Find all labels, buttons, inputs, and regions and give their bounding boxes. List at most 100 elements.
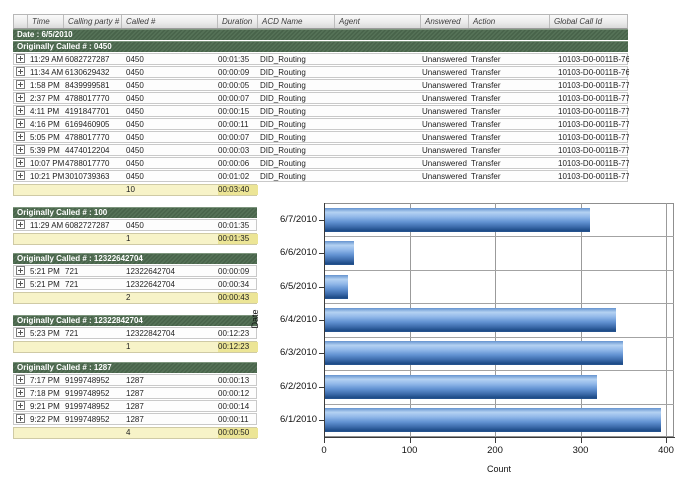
chart-y-tick [319,320,324,321]
chart-y-tick [319,420,324,422]
column-header-agent-cell[interactable]: Agent [335,15,421,28]
summary-spacer [28,234,64,244]
chart-bar [325,374,597,399]
called-cell: 0450 [126,93,144,103]
summary-spacer [64,185,122,195]
group-table: Originally Called # : 12322842704 5:23 PM… [13,315,258,353]
duration-cell: 00:00:06 [218,158,250,168]
summary-total-duration: 00:00:50 [218,428,258,438]
global-call-id-cell: 10103-D0-0011B-771 [558,93,629,103]
calling-party-cell: 4191847701 [65,106,110,116]
expand-cell [14,80,28,91]
summary-spacer [14,342,28,352]
expand-icon[interactable] [16,67,25,76]
expand-cell [14,93,28,104]
expand-icon[interactable] [16,80,25,89]
column-header-duration-cell[interactable]: Duration [218,15,258,28]
column-header-global-call-id-cell[interactable]: Global Call Id [554,17,603,26]
column-header-called-cell[interactable]: Called # [122,15,218,28]
expand-icon[interactable] [16,171,25,180]
summary-call-count: 2 [126,293,131,302]
expand-column-header[interactable] [14,15,28,28]
acd-name-cell: DID_Routing [260,54,306,64]
expand-icon[interactable] [16,328,25,337]
summary-spacer [28,342,64,352]
expand-cell [14,328,28,339]
duration-cell: 00:00:05 [218,80,250,90]
global-call-id-cell: 10103-D0-0011B-77E [558,158,629,168]
expand-icon[interactable] [16,414,25,423]
expand-icon[interactable] [16,158,25,167]
answered-cell: Unanswered [422,67,467,77]
agent-cell [335,55,421,65]
summary-spacer [64,342,122,352]
called-cell: 1287 [126,388,144,398]
expand-cell [14,171,28,182]
chart-y-tick-label: 6/4/2010 [280,314,317,325]
summary-spacer [28,185,64,195]
column-header-answered-cell[interactable]: Answered [421,15,469,28]
group-summary-row: 10 00:03:40 [13,184,258,196]
expand-icon[interactable] [16,279,25,288]
expand-cell [14,106,28,117]
time-cell: 5:21 PM [30,279,60,289]
summary-spacer [14,185,28,195]
duration-cell: 00:00:03 [218,145,250,155]
expand-icon[interactable] [16,375,25,384]
column-header-calling-party-cell[interactable]: Calling party # [64,15,122,28]
expand-icon[interactable] [16,388,25,397]
answered-cell: Unanswered [422,145,467,155]
acd-name-cell: DID_Routing [260,80,306,90]
time-cell: 7:17 PM [30,375,60,385]
calling-party-cell: 8439999581 [65,80,110,90]
acd-name-cell: DID_Routing [260,119,306,129]
expand-icon[interactable] [16,54,25,63]
chart-y-axis-line [324,203,325,438]
expand-icon[interactable] [16,132,25,141]
agent-cell [335,146,421,156]
expand-icon[interactable] [16,220,25,229]
call-row: 9:22 PM 9199748952 1287 00:00:11 [13,413,257,425]
table-header-row: Time Calling party # Called # Duration ACD N… [13,14,628,29]
summary-spacer [64,428,122,438]
column-header-action-cell[interactable]: Action [469,15,550,28]
column-header-time-cell[interactable]: Time [28,15,64,28]
action-cell: Transfer [471,119,501,129]
action-cell: Transfer [471,145,501,155]
calling-party-cell: 9199748952 [65,414,110,424]
duration-cell: 00:12:23 [218,328,250,338]
chart-bar [325,241,354,266]
group-0450: Originally Called # : 0450 11:29 AM 608272… [13,41,629,196]
duration-cell: 00:00:13 [218,375,250,385]
column-header-acd-name-cell[interactable]: ACD Name [258,15,335,28]
expand-icon[interactable] [16,106,25,115]
chart-horizontal-gridline [325,403,674,405]
acd-name-cell: DID_Routing [260,132,306,142]
global-call-id-cell: 10103-D0-0011B-770 [558,80,629,90]
expand-icon[interactable] [16,93,25,102]
expand-icon[interactable] [16,266,25,275]
global-call-id-cell: 10103-D0-0011B-76F [558,67,629,77]
chart-y-tick-label: 6/1/2010 [280,414,317,426]
time-cell: 4:11 PM [30,106,60,116]
date-band: Date : 6/5/2010 [13,29,628,40]
summary-spacer [14,293,28,303]
summary-call-count: 10 [126,185,135,194]
called-cell: 0450 [126,132,144,142]
chart-horizontal-gridline [325,269,674,271]
time-cell: 5:05 PM [30,132,60,142]
chart-x-tick-label: 300 [572,445,589,456]
call-row: 7:18 PM 9199748952 1287 00:00:12 [13,387,257,399]
chart-horizontal-gridline [325,303,674,305]
call-row: 11:34 AM 6130629432 0450 00:00:09 DID_Routin… [13,66,629,78]
time-cell: 5:23 PM [30,328,60,338]
global-call-id-cell: 10103-D0-0011B-768 [558,54,629,64]
duration-cell: 00:00:14 [218,401,250,411]
expand-icon[interactable] [16,145,25,154]
chart-x-tick [495,438,496,443]
expand-cell [14,54,28,65]
acd-name-cell: DID_Routing [260,171,306,181]
expand-icon[interactable] [16,401,25,410]
expand-icon[interactable] [16,119,25,128]
acd-name-cell: DID_Routing [260,67,306,77]
